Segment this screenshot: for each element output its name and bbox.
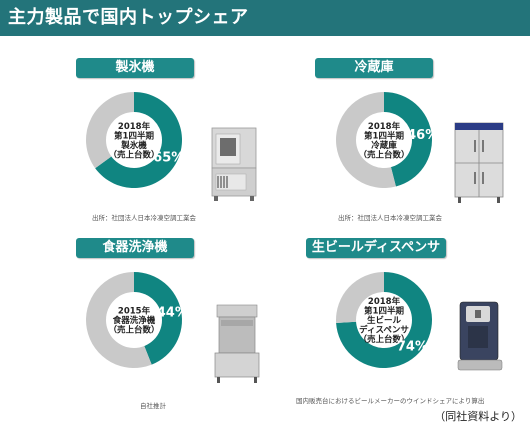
pie-center-label: 2018年	[368, 121, 401, 132]
footer-note: （同社資料より）	[434, 410, 522, 423]
pie-center-label: 冷蔵庫	[371, 140, 397, 151]
pie-center	[106, 112, 162, 168]
pie-value-label: 46%	[407, 128, 438, 143]
pie-value-label: 44%	[157, 306, 188, 321]
pie-center-label: 2018年	[368, 296, 401, 307]
pie-center	[356, 112, 412, 168]
pie-center	[356, 292, 412, 348]
pie-center-label: 生ビール	[367, 315, 402, 326]
pie-center-label: （売上台数）	[358, 334, 409, 345]
source-note-dishwasher: 自社推計	[140, 402, 166, 410]
pie-center-label: 第1四半期	[364, 130, 404, 141]
page-title: 主力製品で国内トップシェア	[0, 0, 530, 36]
source-note-beer-dispenser: 国内販売台におけるビールメーカーのウインドシェアにより算出	[296, 397, 485, 405]
chart-title-ice-machine: 製氷機	[76, 58, 194, 78]
refrigerator-image	[454, 122, 504, 203]
pie-value-label: 65%	[153, 151, 184, 166]
pie-center-label: （売上台数）	[108, 325, 159, 336]
source-note-ice-machine: 出所：社団法人日本冷凍空調工業会	[92, 214, 196, 222]
pie-center-label: 2015年	[118, 306, 151, 317]
chart-title-dishwasher: 食器洗浄機	[76, 238, 194, 258]
pie-center-label: 製氷機	[120, 140, 147, 151]
source-note-refrigerator: 出所：社団法人日本冷凍空調工業会	[338, 214, 442, 222]
pie-center-label: 第1四半期	[114, 130, 154, 141]
pie-center-label: （売上台数）	[108, 149, 159, 160]
pie-center-label: 2018年	[118, 121, 151, 132]
pie-center-label: ディスペンサ	[359, 325, 409, 336]
pie-center-label: 第1四半期	[364, 306, 404, 317]
pie-value-label: 74%	[397, 340, 428, 355]
ice-machine-image	[211, 127, 257, 201]
chart-title-beer-dispenser: 生ビールディスペンサ	[306, 238, 446, 258]
pie-center-label: （売上台数）	[358, 149, 409, 160]
chart-title-refrigerator: 冷蔵庫	[315, 58, 433, 78]
dishwasher-image	[214, 304, 260, 383]
beer-dispenser-image	[457, 301, 503, 371]
pie-center-label: 食器洗浄機	[113, 315, 156, 326]
pie-center	[106, 292, 162, 348]
